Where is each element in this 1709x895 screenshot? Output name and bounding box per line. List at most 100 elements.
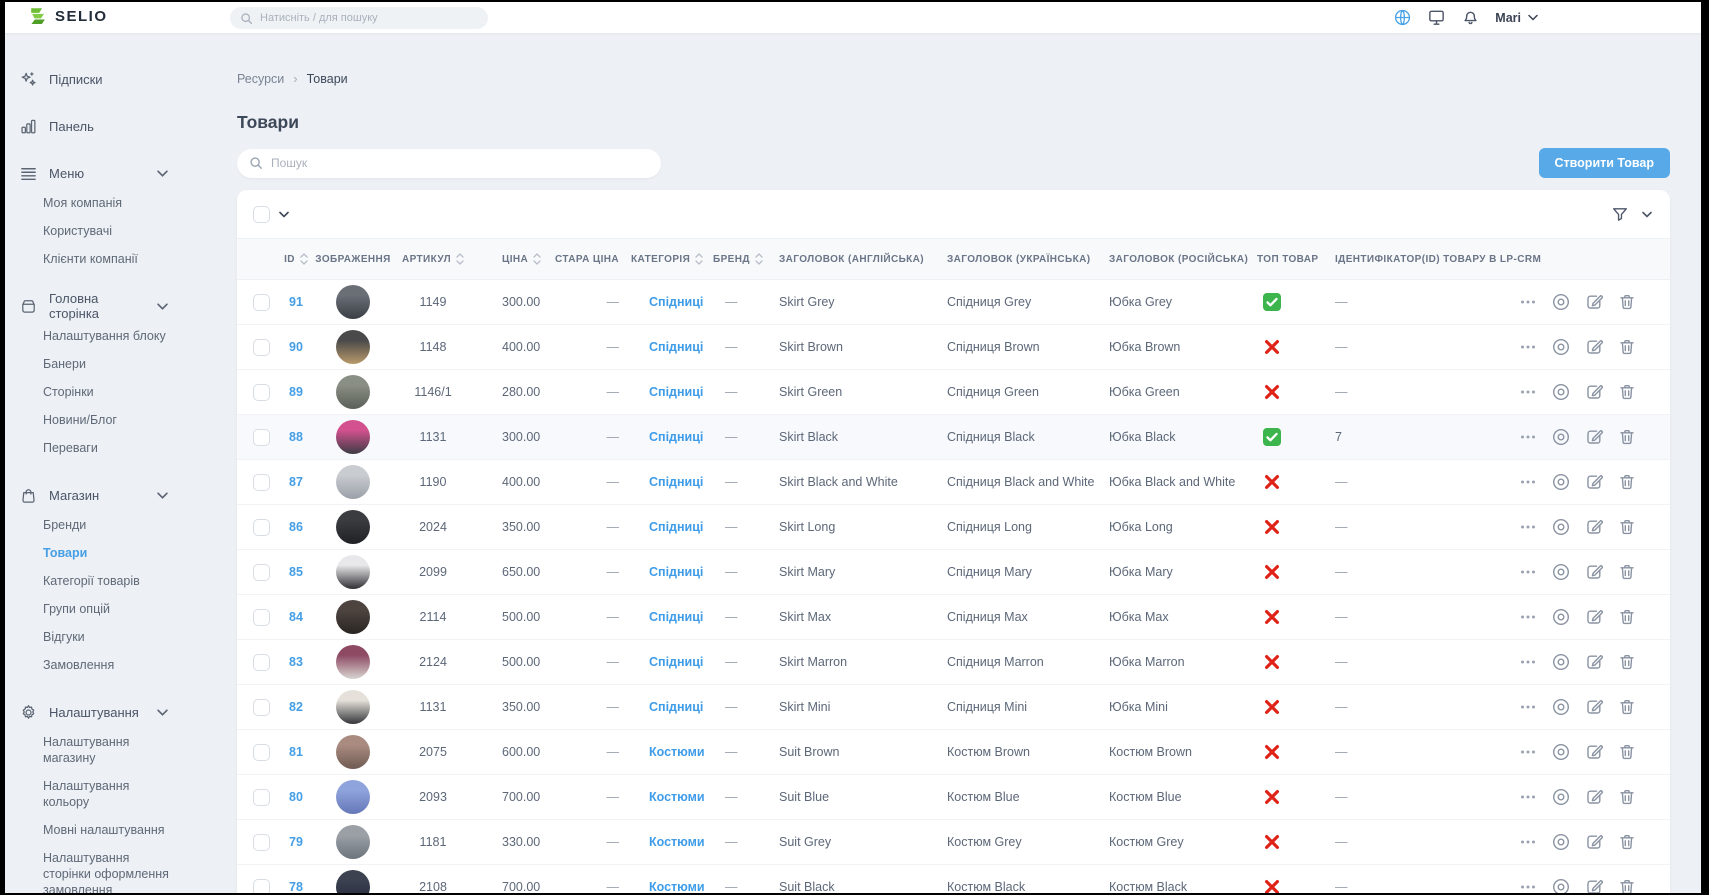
category-link[interactable]: Спідниці <box>649 385 704 399</box>
sidebar-item-4-5[interactable]: Замовлення <box>43 658 115 672</box>
sort-icon[interactable] <box>300 253 308 265</box>
row-checkbox[interactable] <box>253 608 270 626</box>
edit-icon[interactable] <box>1584 877 1604 893</box>
edit-icon[interactable] <box>1584 832 1604 852</box>
row-checkbox[interactable] <box>253 563 270 581</box>
monitor-icon[interactable] <box>1427 8 1446 27</box>
trash-icon[interactable] <box>1617 337 1637 357</box>
product-image[interactable] <box>336 735 370 769</box>
sidebar-item-5-2[interactable]: Мовні налаштування <box>43 823 165 837</box>
row-checkbox[interactable] <box>253 428 270 446</box>
global-search[interactable] <box>230 7 488 29</box>
breadcrumb-resources[interactable]: Ресурси <box>237 71 285 86</box>
product-id-link[interactable]: 89 <box>289 385 303 399</box>
product-id-link[interactable]: 80 <box>289 790 303 804</box>
sidebar-group-0[interactable]: Підписки <box>5 65 210 93</box>
ellipsis-icon[interactable] <box>1518 292 1538 312</box>
sort-icon[interactable] <box>456 253 464 265</box>
sidebar-item-3-3[interactable]: Новини/Блог <box>43 413 117 427</box>
eye-icon[interactable] <box>1551 742 1571 762</box>
row-checkbox[interactable] <box>253 833 270 851</box>
trash-icon[interactable] <box>1617 652 1637 672</box>
product-image[interactable] <box>336 825 370 859</box>
product-image[interactable] <box>336 645 370 679</box>
row-checkbox[interactable] <box>253 743 270 761</box>
category-link[interactable]: Спідниці <box>649 295 704 309</box>
eye-icon[interactable] <box>1551 607 1571 627</box>
category-link[interactable]: Костюми <box>649 880 705 893</box>
product-image[interactable] <box>336 465 370 499</box>
row-checkbox[interactable] <box>253 653 270 671</box>
product-id-link[interactable]: 78 <box>289 880 303 893</box>
row-checkbox[interactable] <box>253 518 270 536</box>
filter-icon[interactable] <box>1611 205 1629 223</box>
product-id-link[interactable]: 82 <box>289 700 303 714</box>
edit-icon[interactable] <box>1584 472 1604 492</box>
category-link[interactable]: Спідниці <box>649 565 704 579</box>
eye-icon[interactable] <box>1551 337 1571 357</box>
row-checkbox[interactable] <box>253 878 270 893</box>
category-link[interactable]: Спідниці <box>649 610 704 624</box>
filter-chevron-icon[interactable] <box>1642 211 1652 218</box>
eye-icon[interactable] <box>1551 787 1571 807</box>
ellipsis-icon[interactable] <box>1518 517 1538 537</box>
ellipsis-icon[interactable] <box>1518 787 1538 807</box>
logo[interactable]: SELIO <box>28 6 108 26</box>
product-id-link[interactable]: 85 <box>289 565 303 579</box>
category-link[interactable]: Спідниці <box>649 700 704 714</box>
trash-icon[interactable] <box>1617 472 1637 492</box>
product-image[interactable] <box>336 600 370 634</box>
edit-icon[interactable] <box>1584 517 1604 537</box>
product-image[interactable] <box>336 870 370 893</box>
trash-icon[interactable] <box>1617 697 1637 717</box>
product-image[interactable] <box>336 285 370 319</box>
edit-icon[interactable] <box>1584 742 1604 762</box>
edit-icon[interactable] <box>1584 562 1604 582</box>
edit-icon[interactable] <box>1584 292 1604 312</box>
edit-icon[interactable] <box>1584 607 1604 627</box>
bell-icon[interactable] <box>1461 8 1480 27</box>
sidebar-item-5-0[interactable]: Налаштування магазину <box>43 735 130 765</box>
product-id-link[interactable]: 79 <box>289 835 303 849</box>
sidebar-item-4-3[interactable]: Групи опцій <box>43 602 110 616</box>
table-search[interactable] <box>237 148 661 178</box>
ellipsis-icon[interactable] <box>1518 562 1538 582</box>
category-link[interactable]: Спідниці <box>649 430 704 444</box>
ellipsis-icon[interactable] <box>1518 427 1538 447</box>
row-checkbox[interactable] <box>253 788 270 806</box>
ellipsis-icon[interactable] <box>1518 742 1538 762</box>
sidebar-item-3-1[interactable]: Банери <box>43 357 86 371</box>
product-image[interactable] <box>336 555 370 589</box>
eye-icon[interactable] <box>1551 427 1571 447</box>
sidebar-item-4-4[interactable]: Відгуки <box>43 630 85 644</box>
ellipsis-icon[interactable] <box>1518 832 1538 852</box>
product-image[interactable] <box>336 420 370 454</box>
select-actions-chevron-icon[interactable] <box>279 211 289 218</box>
trash-icon[interactable] <box>1617 832 1637 852</box>
eye-icon[interactable] <box>1551 517 1571 537</box>
product-id-link[interactable]: 81 <box>289 745 303 759</box>
eye-icon[interactable] <box>1551 292 1571 312</box>
column-header-3[interactable]: ЦІНА <box>477 253 555 265</box>
category-link[interactable]: Спідниці <box>649 475 704 489</box>
product-image[interactable] <box>336 375 370 409</box>
edit-icon[interactable] <box>1584 697 1604 717</box>
product-id-link[interactable]: 86 <box>289 520 303 534</box>
column-header-0[interactable]: ID <box>275 253 317 265</box>
edit-icon[interactable] <box>1584 787 1604 807</box>
table-search-input[interactable] <box>271 156 649 170</box>
product-id-link[interactable]: 91 <box>289 295 303 309</box>
eye-icon[interactable] <box>1551 382 1571 402</box>
category-link[interactable]: Спідниці <box>649 340 704 354</box>
sort-icon[interactable] <box>695 253 703 265</box>
trash-icon[interactable] <box>1617 877 1637 893</box>
column-header-5[interactable]: КАТЕГОРІЯ <box>629 253 711 265</box>
category-link[interactable]: Спідниці <box>649 655 704 669</box>
row-checkbox[interactable] <box>253 338 270 356</box>
trash-icon[interactable] <box>1617 742 1637 762</box>
eye-icon[interactable] <box>1551 832 1571 852</box>
eye-icon[interactable] <box>1551 877 1571 893</box>
ellipsis-icon[interactable] <box>1518 472 1538 492</box>
edit-icon[interactable] <box>1584 337 1604 357</box>
sidebar-item-2-1[interactable]: Користувачі <box>43 224 113 238</box>
